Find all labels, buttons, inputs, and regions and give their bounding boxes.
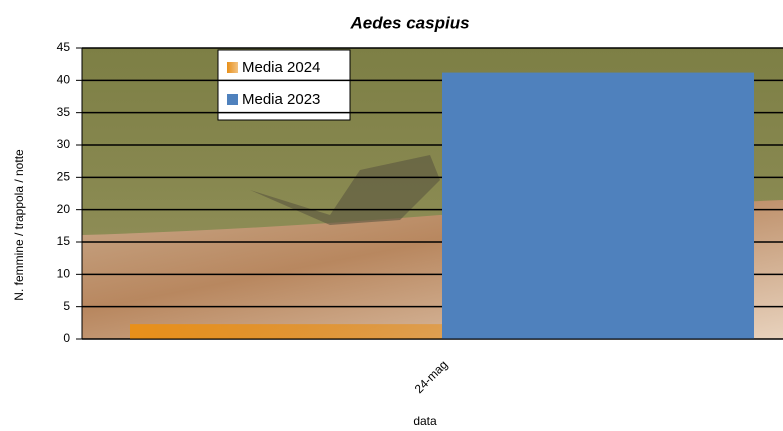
y-tick-label: 20: [57, 202, 71, 216]
legend: Media 2024 Media 2023: [217, 49, 351, 121]
y-tick-label: 0: [63, 331, 70, 345]
y-tick-label: 45: [57, 40, 71, 54]
x-axis-label: data: [413, 414, 437, 428]
legend-box: [217, 49, 351, 121]
background-photo: [250, 155, 440, 225]
bar: [130, 324, 442, 339]
y-tick-label: 40: [57, 73, 71, 87]
y-tick-label: 35: [57, 105, 71, 119]
y-tick-label: 15: [57, 234, 71, 248]
x-tick-label: 24-mag: [412, 357, 451, 396]
y-tick-label: 25: [57, 170, 71, 184]
bar: [442, 72, 754, 339]
y-axis-label: N. femmine / trappola / notte: [12, 149, 26, 301]
y-tick-label: 10: [57, 267, 71, 281]
legend-label: Media 2024: [242, 59, 320, 76]
legend-swatch: [227, 94, 238, 105]
y-tick-label: 30: [57, 137, 71, 151]
legend-swatch: [227, 62, 238, 73]
y-tick-label: 5: [63, 299, 70, 313]
chart-title: Aedes caspius: [349, 13, 469, 32]
legend-label: Media 2023: [242, 91, 320, 108]
